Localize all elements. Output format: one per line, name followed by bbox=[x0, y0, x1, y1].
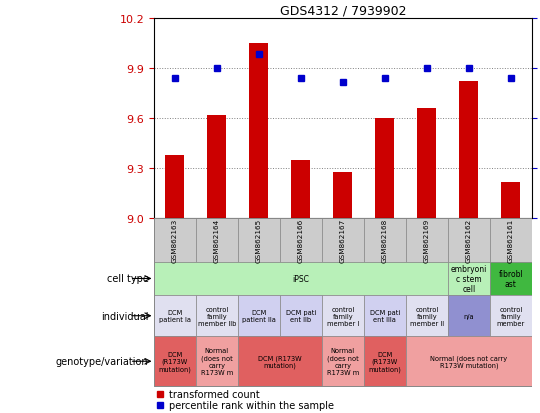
Text: control
family
member IIb: control family member IIb bbox=[198, 306, 236, 326]
Text: Normal
(does not
carry
R173W m: Normal (does not carry R173W m bbox=[201, 348, 233, 375]
Bar bbox=[490, 219, 532, 262]
Bar bbox=[249, 44, 268, 219]
Text: embryoni
c stem
cell: embryoni c stem cell bbox=[451, 264, 487, 294]
Bar bbox=[280, 219, 322, 262]
Bar bbox=[196, 219, 238, 262]
Text: DCM pati
ent IIb: DCM pati ent IIb bbox=[286, 309, 316, 323]
Bar bbox=[406, 337, 532, 386]
Text: GSM862167: GSM862167 bbox=[340, 218, 346, 263]
Text: genotype/variation: genotype/variation bbox=[56, 356, 149, 366]
Bar bbox=[292, 161, 310, 219]
Bar bbox=[196, 295, 238, 337]
Bar bbox=[448, 262, 490, 295]
Text: control
family
member: control family member bbox=[497, 306, 525, 326]
Bar bbox=[448, 219, 490, 262]
Bar bbox=[154, 219, 196, 262]
Bar bbox=[448, 295, 490, 337]
Text: percentile rank within the sample: percentile rank within the sample bbox=[168, 401, 334, 411]
Text: n/a: n/a bbox=[463, 313, 474, 319]
Bar bbox=[334, 172, 352, 219]
Text: GSM862169: GSM862169 bbox=[424, 218, 430, 263]
Bar bbox=[322, 219, 364, 262]
Bar bbox=[490, 295, 532, 337]
Text: DCM
patient IIa: DCM patient IIa bbox=[242, 309, 276, 323]
Bar bbox=[238, 219, 280, 262]
Bar bbox=[154, 219, 532, 386]
Title: GDS4312 / 7939902: GDS4312 / 7939902 bbox=[280, 5, 406, 17]
Bar bbox=[280, 295, 322, 337]
Text: GSM862166: GSM862166 bbox=[298, 218, 304, 263]
Text: iPSC: iPSC bbox=[293, 274, 309, 283]
Text: DCM
patient Ia: DCM patient Ia bbox=[159, 309, 191, 323]
Text: GSM862162: GSM862162 bbox=[466, 218, 472, 263]
Bar bbox=[406, 219, 448, 262]
Bar bbox=[490, 262, 532, 295]
Bar bbox=[364, 337, 406, 386]
Bar bbox=[238, 295, 280, 337]
Bar bbox=[196, 337, 238, 386]
Bar bbox=[322, 337, 364, 386]
Bar bbox=[207, 115, 226, 219]
Text: individual: individual bbox=[101, 311, 148, 321]
Text: GSM862161: GSM862161 bbox=[508, 218, 514, 263]
Text: control
family
member I: control family member I bbox=[327, 306, 359, 326]
Bar bbox=[417, 109, 436, 219]
Bar bbox=[460, 82, 478, 219]
Text: GSM862164: GSM862164 bbox=[214, 218, 220, 263]
Text: GSM862168: GSM862168 bbox=[382, 218, 388, 263]
Bar bbox=[364, 219, 406, 262]
Bar bbox=[322, 295, 364, 337]
Text: DCM
(R173W
mutation): DCM (R173W mutation) bbox=[368, 351, 401, 372]
Text: transformed count: transformed count bbox=[168, 389, 259, 399]
Text: cell type: cell type bbox=[106, 274, 148, 284]
Bar bbox=[154, 337, 196, 386]
Text: GSM862165: GSM862165 bbox=[256, 218, 262, 263]
Text: control
family
member II: control family member II bbox=[410, 306, 444, 326]
Text: DCM pati
ent IIIa: DCM pati ent IIIa bbox=[370, 309, 400, 323]
Bar bbox=[502, 182, 521, 219]
Text: fibrobl
ast: fibrobl ast bbox=[498, 269, 523, 288]
Bar bbox=[154, 262, 448, 295]
Bar bbox=[406, 295, 448, 337]
Bar bbox=[375, 119, 394, 219]
Text: DCM (R173W
mutation): DCM (R173W mutation) bbox=[258, 354, 302, 368]
Bar bbox=[364, 295, 406, 337]
Bar bbox=[154, 295, 196, 337]
Text: DCM
(R173W
mutation): DCM (R173W mutation) bbox=[158, 351, 191, 372]
Bar bbox=[165, 155, 184, 219]
Text: Normal (does not carry
R173W mutation): Normal (does not carry R173W mutation) bbox=[430, 354, 508, 368]
Text: GSM862163: GSM862163 bbox=[172, 218, 178, 263]
Bar bbox=[238, 337, 322, 386]
Text: Normal
(does not
carry
R173W m: Normal (does not carry R173W m bbox=[327, 348, 359, 375]
